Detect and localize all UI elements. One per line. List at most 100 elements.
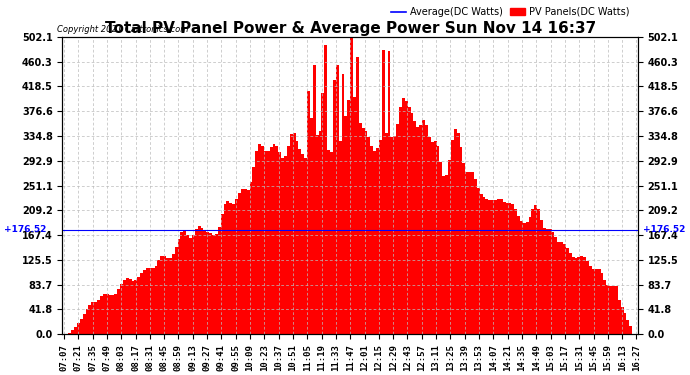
- Bar: [324, 45, 327, 334]
- Bar: [589, 266, 592, 334]
- Bar: [192, 235, 195, 334]
- Bar: [330, 152, 333, 334]
- Bar: [578, 256, 580, 334]
- Bar: [480, 194, 482, 334]
- Bar: [598, 269, 600, 334]
- Bar: [497, 198, 500, 334]
- Bar: [399, 106, 402, 334]
- Bar: [583, 258, 586, 334]
- Bar: [474, 178, 477, 334]
- Bar: [433, 141, 437, 334]
- Bar: [368, 136, 371, 334]
- Bar: [327, 150, 330, 334]
- Bar: [74, 327, 77, 334]
- Bar: [238, 193, 241, 334]
- Bar: [128, 279, 132, 334]
- Bar: [620, 307, 624, 334]
- Bar: [100, 297, 103, 334]
- Bar: [132, 280, 135, 334]
- Bar: [560, 243, 563, 334]
- Bar: [307, 92, 310, 334]
- Bar: [298, 149, 302, 334]
- Bar: [494, 200, 497, 334]
- Bar: [543, 228, 546, 334]
- Bar: [155, 266, 157, 334]
- Bar: [457, 133, 460, 334]
- Bar: [143, 270, 146, 334]
- Bar: [520, 221, 523, 334]
- Bar: [189, 238, 192, 334]
- Bar: [270, 147, 273, 334]
- Bar: [353, 97, 356, 334]
- Bar: [304, 158, 307, 334]
- Bar: [175, 247, 177, 334]
- Bar: [316, 135, 319, 334]
- Bar: [310, 118, 313, 334]
- Bar: [371, 146, 373, 334]
- Bar: [258, 144, 261, 334]
- Bar: [152, 268, 155, 334]
- Bar: [229, 203, 233, 334]
- Bar: [486, 199, 489, 334]
- Bar: [255, 151, 258, 334]
- Bar: [88, 305, 91, 334]
- Bar: [595, 268, 598, 334]
- Bar: [123, 280, 126, 334]
- Text: Copyright 2021 Cartronics.com: Copyright 2021 Cartronics.com: [57, 25, 188, 34]
- Bar: [115, 294, 117, 334]
- Bar: [233, 204, 235, 334]
- Bar: [86, 309, 88, 334]
- Bar: [489, 200, 491, 334]
- Bar: [566, 248, 569, 334]
- Bar: [531, 209, 534, 334]
- Bar: [206, 232, 209, 334]
- Bar: [405, 101, 408, 334]
- Bar: [224, 204, 226, 334]
- Bar: [523, 223, 526, 334]
- Bar: [572, 257, 575, 334]
- Bar: [615, 286, 618, 334]
- Bar: [362, 128, 364, 334]
- Bar: [313, 64, 316, 334]
- Bar: [454, 129, 457, 334]
- Bar: [569, 253, 572, 334]
- Bar: [607, 285, 609, 334]
- Bar: [83, 314, 86, 334]
- Bar: [261, 146, 264, 334]
- Bar: [275, 146, 278, 334]
- Bar: [295, 141, 298, 334]
- Bar: [364, 131, 368, 334]
- Bar: [244, 189, 246, 334]
- Bar: [281, 158, 284, 334]
- Bar: [442, 176, 445, 334]
- Bar: [603, 280, 607, 334]
- Bar: [339, 141, 342, 334]
- Bar: [460, 147, 462, 334]
- Bar: [157, 260, 160, 334]
- Bar: [356, 57, 359, 334]
- Bar: [149, 268, 152, 334]
- Bar: [624, 313, 627, 334]
- Bar: [420, 125, 422, 334]
- Bar: [212, 235, 215, 334]
- Bar: [198, 225, 201, 334]
- Bar: [250, 182, 253, 334]
- Bar: [592, 269, 595, 334]
- Bar: [600, 273, 603, 334]
- Bar: [94, 302, 97, 334]
- Bar: [172, 254, 175, 334]
- Text: +176.52: +176.52: [4, 225, 46, 234]
- Bar: [186, 235, 189, 334]
- Bar: [448, 160, 451, 334]
- Bar: [66, 333, 68, 334]
- Bar: [140, 273, 143, 334]
- Bar: [344, 116, 347, 334]
- Bar: [529, 217, 531, 334]
- Bar: [117, 290, 120, 334]
- Bar: [477, 188, 480, 334]
- Bar: [284, 156, 287, 334]
- Bar: [137, 277, 140, 334]
- Bar: [160, 256, 164, 334]
- Bar: [538, 209, 540, 334]
- Bar: [235, 199, 238, 334]
